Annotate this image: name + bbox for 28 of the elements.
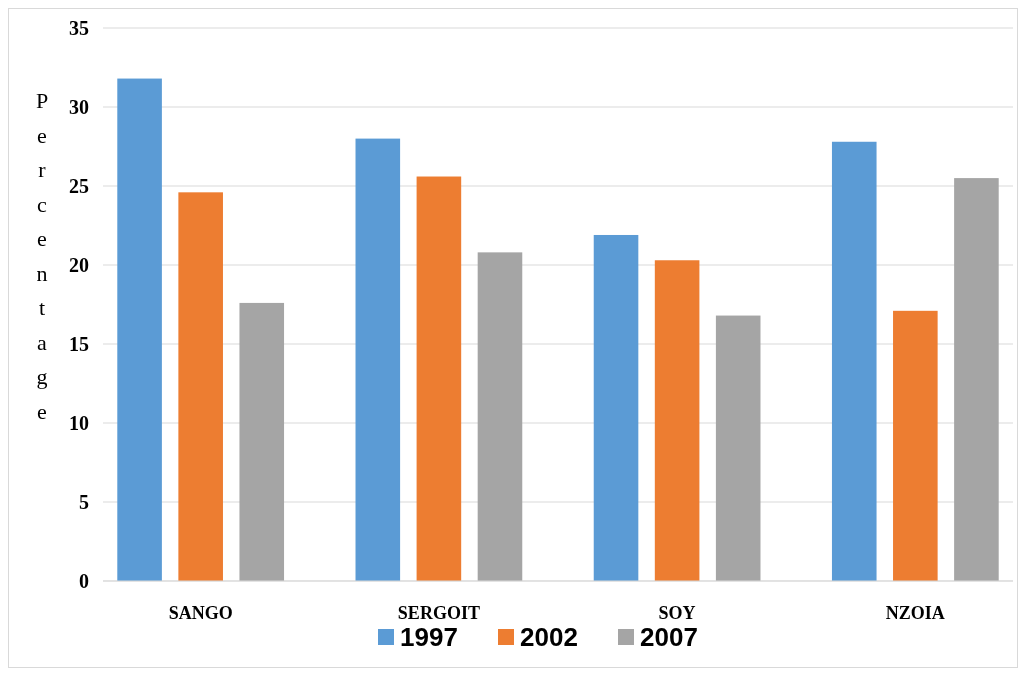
y-tick-label: 20	[69, 254, 89, 276]
x-tick-label: SOY	[658, 603, 696, 623]
legend-label: 2002	[520, 622, 578, 652]
bar	[117, 78, 162, 581]
x-tick-label: SANGO	[168, 603, 233, 623]
y-tick-label: 15	[69, 333, 89, 355]
y-tick-label: 0	[79, 570, 89, 592]
bar	[239, 302, 285, 581]
bar	[477, 252, 523, 581]
bar	[178, 192, 223, 581]
bar	[416, 176, 462, 581]
bar	[355, 138, 401, 581]
legend-label: 1997	[400, 622, 458, 652]
bar	[654, 260, 700, 581]
x-tick-label: NZOIA	[885, 603, 945, 623]
y-tick-label: 25	[69, 175, 89, 197]
bar	[593, 234, 639, 581]
y-tick-label: 35	[69, 17, 89, 39]
y-tick-label: 30	[69, 96, 89, 118]
bar	[954, 178, 999, 581]
bar	[831, 141, 877, 581]
bar	[715, 315, 761, 581]
y-tick-label: 5	[79, 491, 89, 513]
x-tick-label: SERGOIT	[397, 603, 480, 623]
bar	[893, 310, 938, 581]
text: Percentage	[35, 88, 49, 424]
legend-label: 2007	[640, 622, 698, 652]
y-tick-label: 10	[69, 412, 89, 434]
